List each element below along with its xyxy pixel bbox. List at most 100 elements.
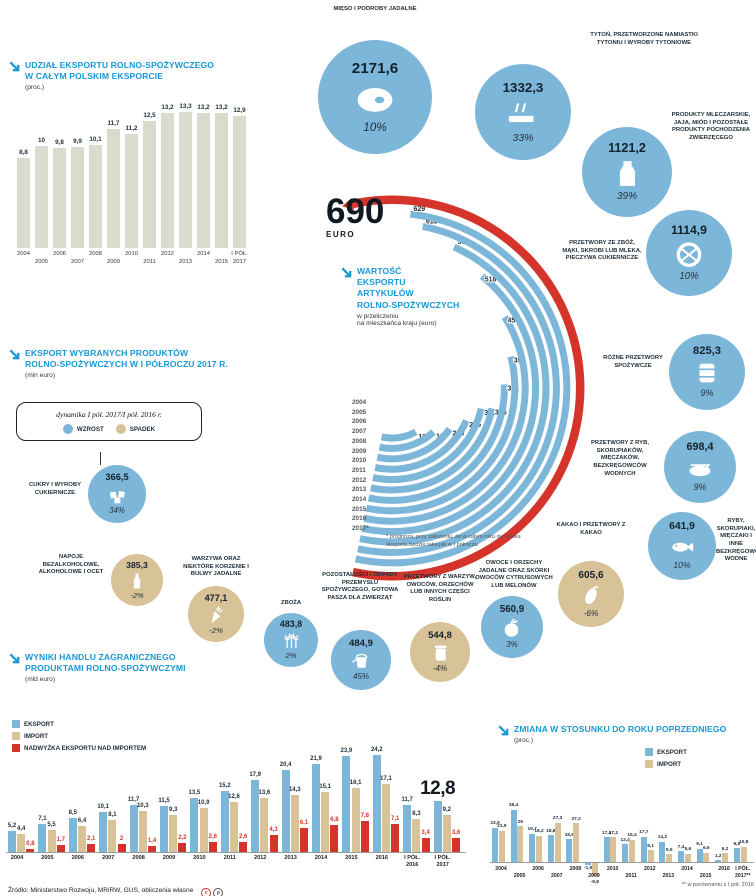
share-value-label: 10 bbox=[37, 137, 45, 144]
trade-bar-nadwyzka-I PÓŁ. 2016 bbox=[421, 838, 430, 852]
trade-bar-eksport-I PÓŁ. 2016 bbox=[403, 805, 412, 852]
dynamics-legend-box: dynamika I pół. 2017/I pół. 2016 r. WZRO… bbox=[16, 402, 202, 441]
legend-connector-line bbox=[100, 452, 101, 465]
yoy-year-label: 2008 bbox=[569, 866, 582, 872]
per-capita-subtitle: w przeliczeniu na mieszkańca kraju (euro… bbox=[357, 312, 437, 327]
import-swatch-icon bbox=[645, 760, 653, 768]
section-share-title: UDZIAŁ EKSPORTU ROLNO-SPOŻYWCZEGO W CAŁY… bbox=[25, 60, 215, 82]
yoy-bar-eksport-2005 bbox=[510, 809, 517, 862]
trade-bar-eksport-I PÓŁ. 2017 bbox=[433, 800, 442, 852]
trade-value-label: 11,5 bbox=[158, 798, 170, 804]
product-label: TYTOŃ, PRZETWORZONE NAMIASTKI TYTONIU I … bbox=[590, 32, 698, 46]
arrow-down-right-icon bbox=[8, 652, 21, 665]
yoy-value-label: 18,2 bbox=[534, 829, 544, 835]
per-capita-year-label: 2012 bbox=[352, 476, 367, 484]
yoy-value-label: 15,4 bbox=[627, 833, 637, 839]
section-share-unit: (proc.) bbox=[25, 84, 45, 92]
share-bar-I PÓŁ. 2017 bbox=[233, 116, 246, 248]
yoy-value-label: 10,8 bbox=[738, 840, 749, 846]
trade-year-label: I PÓŁ. bbox=[404, 855, 421, 861]
per-capita-year-label: 2004 bbox=[352, 399, 367, 406]
yoy-bar-eksport-2004 bbox=[492, 827, 498, 862]
per-capita-arc-2016 bbox=[354, 210, 571, 567]
trade-year-label: 2016 bbox=[375, 855, 389, 861]
pretzel-icon bbox=[676, 242, 702, 268]
share-value-label: 13,2 bbox=[161, 104, 174, 112]
meat-icon bbox=[357, 87, 393, 112]
product-label: PRZETWORY Z RYB, SKORUPIAKÓW, MIĘCZAKÓW,… bbox=[590, 440, 650, 477]
product-value: 477,1 bbox=[204, 592, 228, 603]
share-value-label: 13,2 bbox=[197, 104, 210, 112]
trade-bar-nadwyzka-2014 bbox=[330, 824, 339, 852]
product-label: MIĘSO I PODROBY JADALNE bbox=[333, 6, 417, 12]
trade-year-label: 2012 bbox=[253, 855, 267, 861]
product-label: PRZETWORY ZE ZBÓŻ, MĄKI, SKROBI LUB MLEK… bbox=[562, 240, 642, 262]
section-trade-unit: (mld euro) bbox=[25, 676, 56, 684]
yoy-year-label: 2004 bbox=[495, 866, 507, 872]
yoy-bar-eksport-2008 bbox=[566, 839, 573, 862]
per-capita-arc-2005 bbox=[378, 429, 436, 452]
import-swatch-icon bbox=[12, 732, 20, 740]
trade-value-label: 10,9 bbox=[197, 800, 210, 807]
trade-value-label: 9,3 bbox=[169, 806, 178, 813]
trade-bar-nadwyzka-2013 bbox=[300, 827, 308, 852]
per-capita-arc-2017* bbox=[351, 195, 585, 581]
per-capita-arc-2011 bbox=[365, 355, 519, 515]
yoy-bar-eksport-2012 bbox=[640, 836, 647, 862]
trade-bar-import-2007 bbox=[108, 819, 117, 852]
trade-bar-nadwyzka-2006 bbox=[87, 843, 96, 852]
bottle-icon bbox=[133, 573, 141, 589]
trade-year-label: 2007 bbox=[101, 855, 115, 861]
yoy-grouped-bar-chart: 23,9 21,9 2004 36,4 25 2005 19,7 18,2 2006 18,8 27… bbox=[490, 770, 756, 896]
growth-dot-icon bbox=[62, 424, 73, 434]
share-year-label: 2011 bbox=[143, 259, 156, 265]
trade-bar-import-2011 bbox=[230, 801, 238, 852]
trade-bar-import-2013 bbox=[290, 794, 299, 852]
trade-value-label: 1,4 bbox=[147, 838, 157, 845]
share-year-label: 2012 bbox=[161, 251, 174, 257]
per-capita-arc-2014 bbox=[359, 243, 550, 546]
product-value: 825,3 bbox=[693, 344, 721, 357]
trade-bar-import-2008 bbox=[138, 810, 147, 852]
trade-bar-nadwyzka-2011 bbox=[239, 841, 248, 852]
section-products-header-text: EKSPORT WYBRANYCH PRODUKTÓW ROLNO-SPOŻYW… bbox=[25, 348, 228, 379]
product-percent: 33% bbox=[512, 131, 534, 144]
product-label: PRODUKTY MLECZARSKIE, JAJA, MIÓD I POZOS… bbox=[671, 112, 751, 142]
per-capita-headline: 690 EURO bbox=[326, 194, 384, 239]
trade-value-label: 17,9 bbox=[249, 772, 262, 779]
trade-bar-nadwyzka-2012 bbox=[269, 834, 278, 852]
footer: Źródło: Ministerstwo Rozwoju, MRiRW, GUS… bbox=[8, 881, 224, 896]
trade-bar-import-2010 bbox=[199, 808, 208, 852]
yoy-bar-import-2009 bbox=[591, 862, 598, 876]
share-value-label: 13,2 bbox=[215, 104, 228, 112]
yoy-value-label: -9,8 bbox=[590, 880, 599, 885]
trade-legend-nadwyzka: NADWYŻKA EKSPORTU NAD IMPORTEM bbox=[12, 744, 146, 752]
yoy-value-label: 14,2 bbox=[657, 835, 668, 841]
trade-bar-nadwyzka-2005 bbox=[56, 845, 65, 852]
trade-year-label: 2011 bbox=[223, 855, 236, 861]
trade-axis-line bbox=[6, 852, 466, 853]
eksport-swatch-icon bbox=[645, 748, 653, 756]
trade-value-label: 13,5 bbox=[188, 790, 201, 796]
trade-bar-import-2005 bbox=[47, 830, 56, 852]
product-value: 698,4 bbox=[686, 441, 714, 454]
per-capita-footnote: * prognoza, przy założeniu, że w całym r… bbox=[386, 534, 521, 548]
trade-bar-eksport-2011 bbox=[220, 791, 229, 852]
trade-year-label: 2014 bbox=[314, 855, 328, 861]
share-value-label: 11,2 bbox=[125, 124, 138, 132]
yoy-value-label: -1,9 bbox=[583, 865, 593, 871]
product-percent: 10% bbox=[673, 560, 691, 571]
yoy-bar-import-2011 bbox=[629, 839, 635, 862]
share-bar-2014 bbox=[197, 113, 210, 248]
product-value: 560,9 bbox=[499, 604, 525, 616]
product-percent: 45% bbox=[352, 672, 369, 682]
product-label: OWOCE I ORZECHY JADALNE ORAZ SKÓRKI OWOC… bbox=[475, 560, 553, 590]
yoy-value-label: 21,9 bbox=[497, 824, 507, 830]
section-share-header-text: UDZIAŁ EKSPORTU ROLNO-SPOŻYWCZEGO W CAŁY… bbox=[25, 60, 214, 91]
trade-value-label: 2,6 bbox=[208, 833, 217, 840]
yoy-value-label: 6,6 bbox=[703, 846, 710, 852]
yoy-bar-import-2004 bbox=[498, 830, 505, 862]
cocoa-icon bbox=[585, 586, 599, 604]
